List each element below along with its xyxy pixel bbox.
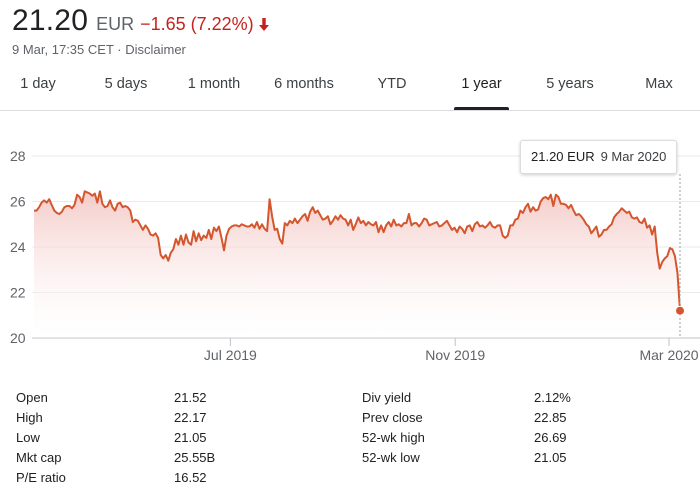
price-area <box>34 191 680 338</box>
stat-label: Prev close <box>362 410 423 425</box>
last-price-marker <box>675 305 685 316</box>
stat-label: Open <box>16 390 48 405</box>
tab-ytd[interactable]: YTD <box>377 76 407 92</box>
stat-row-div-yield: Div yield 2.12% <box>362 388 682 408</box>
stat-label: 52-wk low <box>362 450 420 465</box>
stat-row-pe-ratio: P/E ratio 16.52 <box>16 468 326 488</box>
stat-value: 21.05 <box>174 430 207 445</box>
tooltip-date: 9 Mar 2020 <box>600 149 667 164</box>
tooltip-value: 21.20 EUR <box>531 149 595 164</box>
chart-tooltip: 21.20 EUR 9 Mar 2020 <box>520 140 678 174</box>
x-tick-label: Mar 2020 <box>639 347 698 363</box>
stat-row-mkt-cap: Mkt cap 25.55B <box>16 448 326 468</box>
tab-5-years[interactable]: 5 years <box>546 76 594 92</box>
price-chart[interactable]: 20 22 24 26 28 Jul 2019 Nov 2019 Mar 2020 <box>0 112 700 374</box>
tab-1-day[interactable]: 1 day <box>20 76 56 92</box>
x-tick-label: Nov 2019 <box>425 347 485 363</box>
stat-label: 52-wk high <box>362 430 425 445</box>
y-tick-label: 22 <box>10 285 26 301</box>
disclaimer-link[interactable]: Disclaimer <box>125 42 186 57</box>
tab-6-months[interactable]: 6 months <box>274 76 334 92</box>
stat-row-low: Low 21.05 <box>16 428 326 448</box>
stats-right-column: Div yield 2.12% Prev close 22.85 52-wk hig… <box>362 388 682 468</box>
y-tick-label: 28 <box>10 148 26 164</box>
tab-5-days[interactable]: 5 days <box>104 76 148 92</box>
x-tick-label: Jul 2019 <box>204 347 257 363</box>
currency-code: EUR <box>96 14 135 34</box>
stat-value: 22.17 <box>174 410 207 425</box>
stat-row-52-wk-high: 52-wk high 26.69 <box>362 428 682 448</box>
stat-label: Low <box>16 430 40 445</box>
current-price: 21.20 <box>12 4 89 37</box>
stat-row-52-wk-low: 52-wk low 21.05 <box>362 448 682 468</box>
stat-value: 16.52 <box>174 470 207 485</box>
stat-row-high: High 22.17 <box>16 408 326 428</box>
stat-row-prev-close: Prev close 22.85 <box>362 408 682 428</box>
stat-row-open: Open 21.52 <box>16 388 326 408</box>
price-row: 21.20 EUR −1.65 (7.22%) <box>12 4 270 38</box>
stat-value: 25.55B <box>174 450 216 465</box>
price-change: −1.65 (7.22%) <box>140 14 254 34</box>
range-tabs: 1 day 5 days 1 month 6 months YTD 1 year… <box>0 64 700 111</box>
price-line <box>34 190 681 311</box>
quote-timestamp: 9 Mar, 17:35 CET · <box>12 42 126 57</box>
stat-value: 22.85 <box>534 410 567 425</box>
stat-label: P/E ratio <box>16 470 66 485</box>
tab-max[interactable]: Max <box>645 76 673 92</box>
stat-value: 21.05 <box>534 450 567 465</box>
tab-1-year[interactable]: 1 year <box>454 64 509 110</box>
stat-value: 2.12% <box>534 390 571 405</box>
stat-label: High <box>16 410 43 425</box>
stat-value: 21.52 <box>174 390 207 405</box>
y-tick-label: 20 <box>10 330 26 346</box>
tab-1-month[interactable]: 1 month <box>187 76 241 92</box>
y-tick-label: 26 <box>10 194 26 210</box>
stats-left-column: Open 21.52 High 22.17 Low 21.05 Mkt cap 25.5… <box>16 388 326 488</box>
quote-header: 21.20 EUR −1.65 (7.22%) 9 Mar, 17:35 CET… <box>12 4 270 57</box>
stat-label: Mkt cap <box>16 450 62 465</box>
stat-value: 26.69 <box>534 430 567 445</box>
stat-label: Div yield <box>362 390 412 405</box>
arrow-down-icon <box>258 16 270 32</box>
quote-timestamp-line: 9 Mar, 17:35 CET · Disclaimer <box>12 42 270 57</box>
y-tick-label: 24 <box>10 239 26 255</box>
